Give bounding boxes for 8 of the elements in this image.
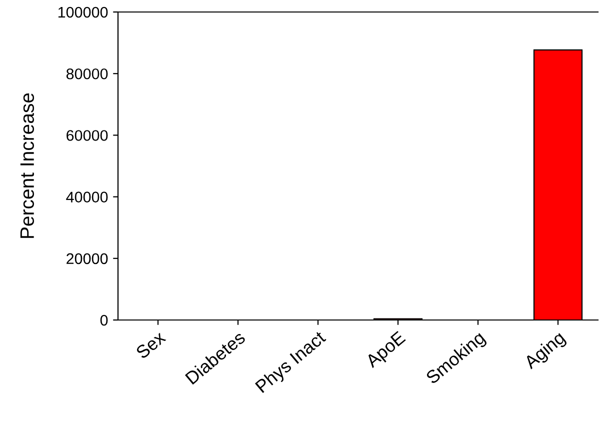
x-tick-label: Sex — [135, 330, 166, 360]
y-tick-label: 100000 — [58, 6, 108, 18]
y-axis-title: Percent Increase — [20, 93, 34, 238]
y-tick-label: 0 — [100, 314, 108, 326]
y-tick-label: 60000 — [66, 130, 108, 141]
y-tick-label: 80000 — [66, 68, 108, 80]
y-tick-label: 20000 — [66, 253, 108, 264]
y-tick-label: 40000 — [66, 192, 108, 202]
